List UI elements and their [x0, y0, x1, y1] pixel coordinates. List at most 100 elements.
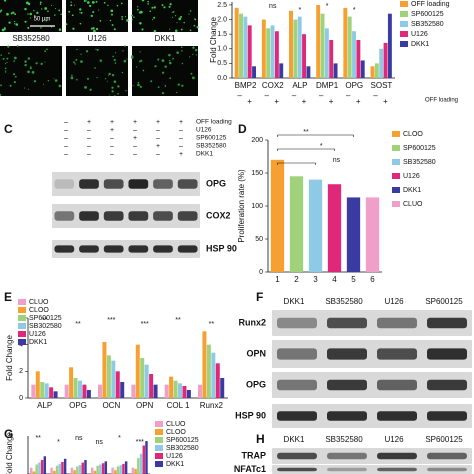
cell	[90, 14, 93, 18]
cell	[109, 94, 111, 96]
cell	[68, 10, 71, 13]
cell	[61, 46, 63, 48]
cell	[29, 17, 32, 19]
band-label: HSP 90	[235, 410, 266, 420]
condition-label: SP600125	[196, 135, 227, 142]
cell	[44, 61, 46, 63]
bar	[119, 465, 122, 474]
condition-sign: +	[156, 143, 160, 150]
cell	[189, 29, 192, 32]
condition-sign: –	[87, 127, 91, 134]
cell	[71, 14, 74, 17]
bar	[178, 383, 182, 398]
legend-swatch	[400, 41, 408, 47]
legend-swatch	[155, 437, 163, 443]
band	[327, 317, 367, 329]
band	[427, 467, 467, 472]
cell	[14, 56, 17, 60]
band	[327, 452, 367, 460]
bar	[58, 463, 61, 474]
cell	[103, 1, 106, 4]
significance: *	[118, 435, 121, 442]
bar	[186, 390, 191, 398]
lane-label: DKK1	[284, 435, 305, 444]
cell	[58, 9, 61, 12]
cell	[73, 61, 76, 64]
condition-sign: +	[179, 151, 183, 158]
cell	[176, 22, 178, 24]
legend-swatch	[400, 11, 408, 17]
bar	[352, 31, 356, 78]
cell	[33, 9, 35, 12]
band-label: OPG	[246, 379, 266, 389]
bar	[81, 462, 84, 474]
lane-label: SB352580	[325, 297, 363, 306]
cell	[75, 58, 78, 61]
micrograph	[66, 0, 128, 32]
bar	[220, 378, 225, 398]
condition-sign: –	[64, 151, 68, 158]
bar	[266, 28, 271, 78]
bar	[274, 31, 279, 78]
cell	[13, 81, 16, 84]
condition-sign: –	[64, 143, 68, 150]
y-tick-label: 4	[19, 342, 23, 349]
band	[128, 179, 149, 189]
loading-sign: +	[329, 97, 334, 106]
blot-membrane	[52, 240, 200, 258]
bar	[270, 159, 285, 272]
band	[103, 211, 124, 221]
image-label: U126	[87, 34, 107, 43]
cell	[196, 25, 199, 29]
x-tick-label: 5	[351, 275, 356, 284]
cell	[54, 79, 58, 82]
bar	[316, 4, 321, 78]
cell	[27, 70, 30, 74]
cell	[86, 1, 90, 4]
blot-membrane	[272, 372, 472, 398]
cell	[85, 0, 88, 2]
cell	[24, 7, 27, 11]
cell	[89, 4, 92, 7]
cell	[14, 13, 17, 16]
y-tick-label: 2.0	[217, 16, 227, 23]
bar	[91, 467, 94, 474]
condition-sign: –	[133, 143, 137, 150]
cell	[42, 83, 45, 85]
bar	[53, 470, 56, 474]
legend-swatch	[155, 461, 163, 467]
band-label: NFATc1	[234, 464, 266, 474]
cell	[34, 14, 36, 17]
cell	[80, 11, 83, 14]
cell	[169, 28, 171, 30]
legend-swatch	[392, 145, 400, 151]
condition-sign: +	[156, 119, 160, 126]
significance: **	[175, 317, 181, 324]
band	[153, 179, 173, 189]
bar	[289, 10, 293, 78]
x-tick-label: SOST	[371, 81, 393, 90]
cell	[121, 16, 124, 18]
cell	[171, 16, 174, 18]
bar	[69, 367, 74, 398]
cell	[113, 80, 117, 83]
significance: *	[299, 7, 302, 14]
cell	[168, 5, 171, 8]
bar	[32, 471, 36, 474]
cell	[116, 4, 119, 7]
bar	[55, 465, 59, 474]
cell	[70, 1, 72, 3]
bar	[198, 384, 202, 398]
loading-sign: –	[373, 91, 378, 100]
x-tick-label: Runx2	[200, 401, 224, 410]
cell	[169, 3, 172, 6]
bar	[211, 352, 216, 398]
bar	[104, 461, 108, 474]
cell	[54, 14, 56, 16]
bar	[102, 342, 107, 398]
cell	[47, 79, 50, 82]
cell	[91, 1, 95, 4]
bar	[120, 382, 125, 398]
y-tick-label: 0.0	[217, 75, 227, 82]
legend-swatch	[400, 31, 408, 37]
